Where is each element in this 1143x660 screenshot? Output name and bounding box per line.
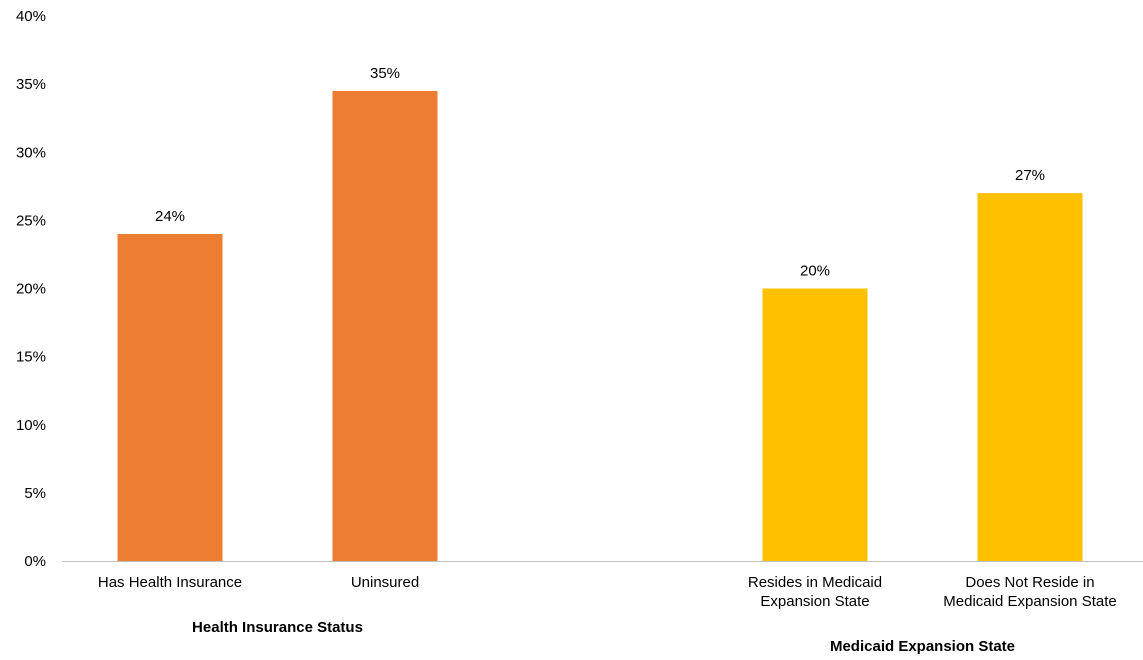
y-tick-label: 0% xyxy=(24,553,46,570)
group-label: Medicaid Expansion State xyxy=(830,638,1015,655)
x-tick-label: Expansion State xyxy=(760,593,869,610)
data-label: 27% xyxy=(1015,167,1045,184)
category-labels: Has Health Insurance Uninsured Resides in … xyxy=(98,574,1117,610)
y-tick-label: 10% xyxy=(16,417,46,434)
y-tick-label: 25% xyxy=(16,212,46,229)
bars: 24% 35% 20% 27% xyxy=(117,65,1083,561)
y-tick-label: 30% xyxy=(16,144,46,161)
data-label: 20% xyxy=(800,263,830,280)
bar xyxy=(762,288,868,561)
bar xyxy=(332,90,438,561)
x-tick-label: Resides in Medicaid xyxy=(748,574,882,591)
group-label: Health Insurance Status xyxy=(192,619,363,636)
data-label: 35% xyxy=(370,65,400,82)
group-labels: Health Insurance Status Medicaid Expansio… xyxy=(192,619,1015,655)
y-axis: 0% 5% 10% 15% 20% 25% 30% 35% 40% xyxy=(16,8,46,570)
x-tick-label: Does Not Reside in xyxy=(965,574,1094,591)
x-tick-label: Has Health Insurance xyxy=(98,574,242,591)
y-tick-label: 15% xyxy=(16,349,46,366)
y-tick-label: 5% xyxy=(24,485,46,502)
x-tick-label: Medicaid Expansion State xyxy=(943,593,1116,610)
y-tick-label: 20% xyxy=(16,281,46,298)
bar xyxy=(117,234,223,561)
x-tick-label: Uninsured xyxy=(351,574,419,591)
bar xyxy=(977,193,1083,561)
y-tick-label: 35% xyxy=(16,76,46,93)
data-label: 24% xyxy=(155,208,185,225)
y-tick-label: 40% xyxy=(16,8,46,25)
